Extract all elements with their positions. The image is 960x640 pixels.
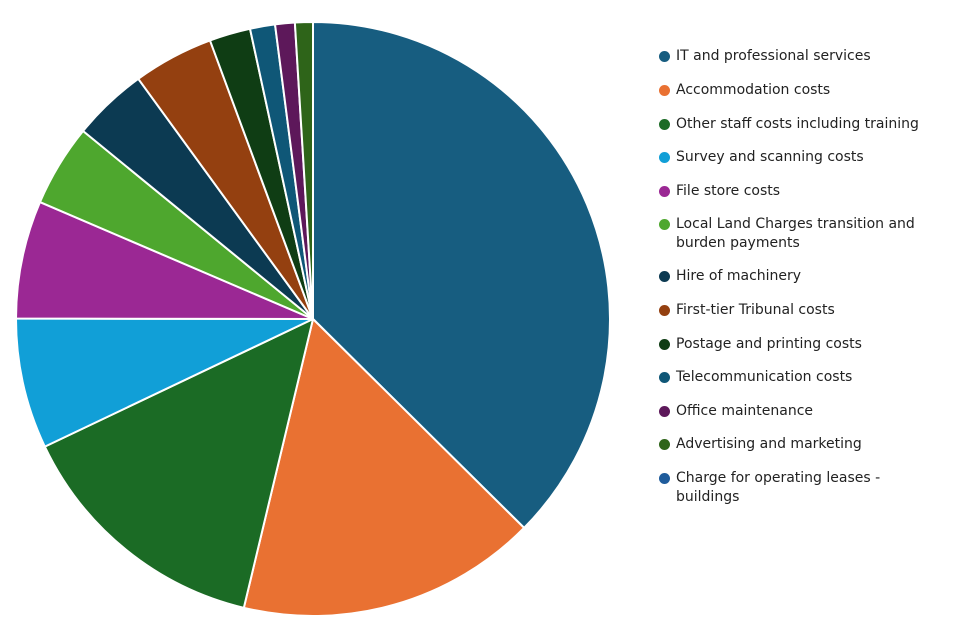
legend-item: First-tier Tribunal costs xyxy=(659,301,936,320)
legend-label: File store costs xyxy=(676,183,781,199)
pie-slice-2 xyxy=(43,318,314,609)
legend-label: Charge for operating leases - buildings xyxy=(676,470,881,505)
legend-item: Charge for operating leases - buildings xyxy=(659,469,936,507)
legend-swatch xyxy=(659,372,670,383)
legend-swatch xyxy=(659,439,670,450)
legend-label: Other staff costs including training xyxy=(676,116,919,132)
legend-label: Local Land Charges transition and burden… xyxy=(676,216,915,251)
pie-slice-3 xyxy=(15,317,314,448)
legend-label: IT and professional services xyxy=(676,48,871,64)
legend-item: Hire of machinery xyxy=(659,267,936,286)
pie-slice-0 xyxy=(312,21,611,529)
legend-item: File store costs xyxy=(659,182,936,201)
legend-label: Postage and printing costs xyxy=(676,336,862,352)
pie-slice-4 xyxy=(15,201,314,320)
legend-swatch xyxy=(659,85,670,96)
legend-label: Accommodation costs xyxy=(676,82,831,98)
pie-slice-11 xyxy=(293,21,314,320)
legend-item: Telecommunication costs xyxy=(659,368,936,387)
legend-item: Postage and printing costs xyxy=(659,335,936,354)
legend-item: Office maintenance xyxy=(659,402,936,421)
legend-swatch xyxy=(659,152,670,163)
legend-item: Survey and scanning costs xyxy=(659,148,936,167)
legend-swatch xyxy=(659,51,670,62)
legend-item: Other staff costs including training xyxy=(659,115,936,134)
legend-swatch xyxy=(659,305,670,316)
legend-swatch xyxy=(659,339,670,350)
legend-label: Hire of machinery xyxy=(676,268,802,284)
legend-label: First-tier Tribunal costs xyxy=(676,302,835,318)
legend-label: Office maintenance xyxy=(676,403,814,419)
legend-label: Advertising and marketing xyxy=(676,436,862,452)
pie-slice-1 xyxy=(242,318,526,617)
legend-swatch xyxy=(659,271,670,282)
pie-slices xyxy=(15,21,611,617)
legend-item: IT and professional services xyxy=(659,47,936,66)
legend-swatch xyxy=(659,186,670,197)
legend-item: Local Land Charges transition and burden… xyxy=(659,215,936,253)
legend-item: Accommodation costs xyxy=(659,81,936,100)
legend-swatch xyxy=(659,219,670,230)
legend-swatch xyxy=(659,473,670,484)
legend-swatch xyxy=(659,406,670,417)
legend-item: Advertising and marketing xyxy=(659,435,936,454)
legend-swatch xyxy=(659,119,670,130)
legend-label: Survey and scanning costs xyxy=(676,149,864,165)
legend-label: Telecommunication costs xyxy=(676,369,853,385)
